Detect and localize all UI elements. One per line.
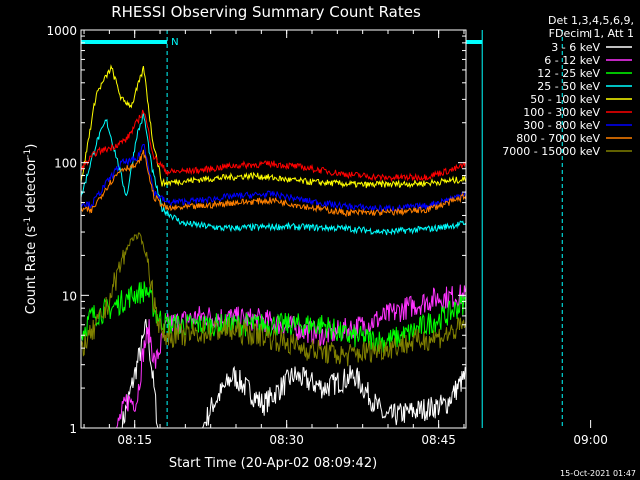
- y-label-part-1: Count Rate (s: [24, 226, 39, 315]
- legend-header-line-1: Det 1,3,4,5,6,9,: [548, 14, 634, 27]
- y-label-exp-1: -1: [23, 217, 33, 226]
- series-line: [81, 109, 466, 183]
- y-tick-label: 1: [69, 422, 77, 436]
- plot-frame: [80, 29, 467, 429]
- x-tick-label: 08:15: [117, 433, 152, 447]
- legend-label: 25 - 50 keV: [537, 80, 600, 93]
- legend-label: 800 - 7000 keV: [516, 132, 600, 145]
- y-tick-label: 10: [62, 289, 77, 303]
- y-label-part-3: ): [24, 144, 39, 149]
- series-line: [81, 284, 466, 428]
- series-line: [81, 112, 466, 236]
- series-line: [81, 144, 466, 214]
- legend-label: 6 - 12 keV: [544, 54, 600, 67]
- axes: 08:1508:3008:4509:0009:1509:3009:4511010…: [46, 24, 608, 447]
- plot-area: N: [80, 30, 563, 428]
- series-line: [81, 232, 466, 367]
- y-tick-label: 1000: [46, 24, 77, 38]
- legend-label: 12 - 25 keV: [537, 67, 600, 80]
- attenuator-label: N: [171, 37, 178, 48]
- x-tick-label: 08:45: [421, 433, 456, 447]
- legend-label: 3 - 6 keV: [551, 41, 600, 54]
- series-line: [81, 318, 466, 428]
- y-label-exp-2: -1: [23, 149, 33, 158]
- y-label-part-2: detector: [24, 157, 39, 217]
- series-line: [81, 281, 466, 353]
- series-line: [81, 64, 466, 189]
- legend-label: 100 - 300 keV: [523, 106, 600, 119]
- chart-title: RHESSI Observing Summary Count Rates: [111, 3, 421, 21]
- timestamp: 15-Oct-2021 01:47: [560, 469, 636, 478]
- y-tick-label: 100: [54, 157, 77, 171]
- x-tick-label: 08:30: [269, 433, 304, 447]
- legend-label: 7000 - 15000 keV: [502, 145, 600, 158]
- legend-label: 300 - 800 keV: [523, 119, 600, 132]
- legend-label: 50 - 100 keV: [530, 93, 600, 106]
- series-line: [81, 149, 466, 218]
- legend-header-line-2: FDecim 1, Att 1: [549, 27, 634, 40]
- x-axis-label: Start Time (20-Apr-02 08:09:42): [169, 456, 377, 471]
- y-axis-label: Count Rate (s-1 detector-1): [23, 144, 39, 315]
- x-tick-label: 09:00: [573, 433, 608, 447]
